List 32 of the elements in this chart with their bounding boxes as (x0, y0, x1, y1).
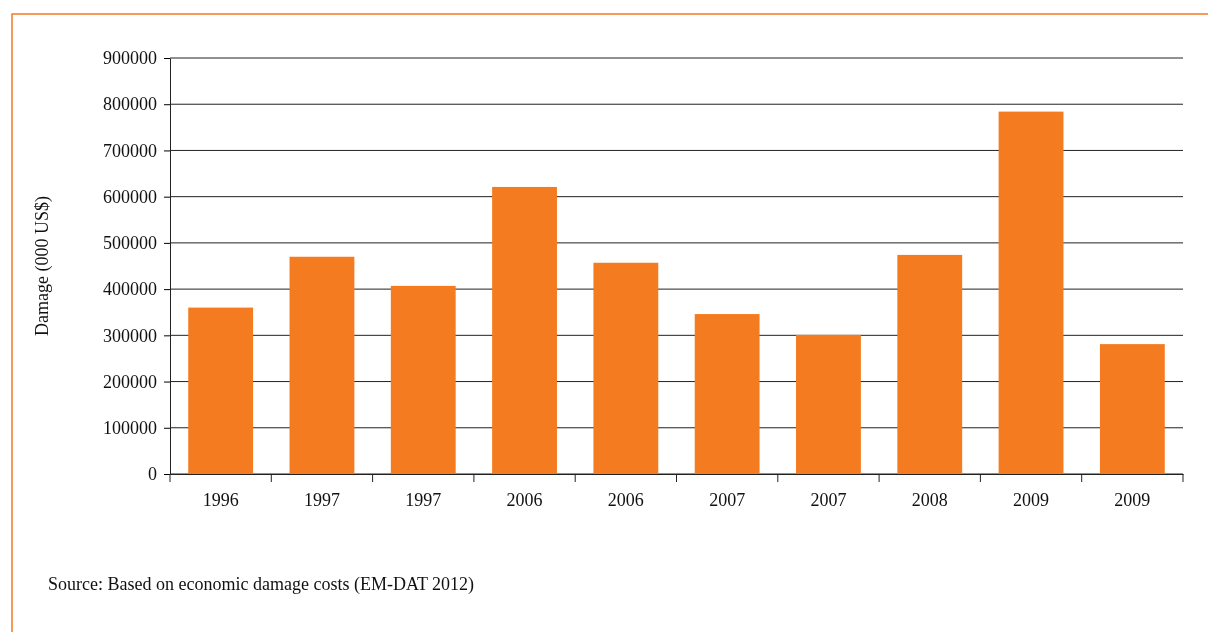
bar (897, 254, 963, 474)
x-tick-label: 2009 (1114, 489, 1151, 510)
bar (593, 262, 659, 474)
y-tick-label: 0 (148, 464, 157, 485)
source-note: Source: Based on economic damage costs (EM-DAT 2012) (48, 574, 475, 595)
bar (694, 314, 760, 474)
x-tick-label: 2007 (810, 489, 847, 510)
y-tick-label: 900000 (103, 48, 157, 69)
x-tick-label: 1997 (303, 489, 340, 510)
bar (289, 256, 355, 474)
bar (1099, 344, 1165, 474)
y-tick-label: 100000 (103, 418, 157, 439)
bar (390, 285, 456, 474)
x-tick-label: 2009 (1013, 489, 1050, 510)
x-tick-label: 1996 (202, 489, 239, 510)
bar (796, 334, 861, 474)
y-tick-label: 800000 (103, 94, 157, 115)
bar (492, 186, 557, 474)
y-axis-title: Damage (000 US$) (32, 196, 53, 336)
x-tick-label: 2006 (607, 489, 644, 510)
x-tick-label: 2006 (506, 489, 543, 510)
y-tick-label: 500000 (103, 233, 157, 254)
x-tick-label: 1997 (405, 489, 442, 510)
y-tick-label: 300000 (103, 325, 157, 346)
x-tick-label: 2008 (911, 489, 948, 510)
y-tick-label: 200000 (103, 371, 157, 392)
y-tick-label: 600000 (103, 186, 157, 207)
y-tick-label: 400000 (103, 279, 157, 300)
x-tick-label: 2007 (709, 489, 746, 510)
y-tick-label: 700000 (103, 140, 157, 161)
bar (998, 111, 1064, 474)
bar (188, 307, 254, 474)
